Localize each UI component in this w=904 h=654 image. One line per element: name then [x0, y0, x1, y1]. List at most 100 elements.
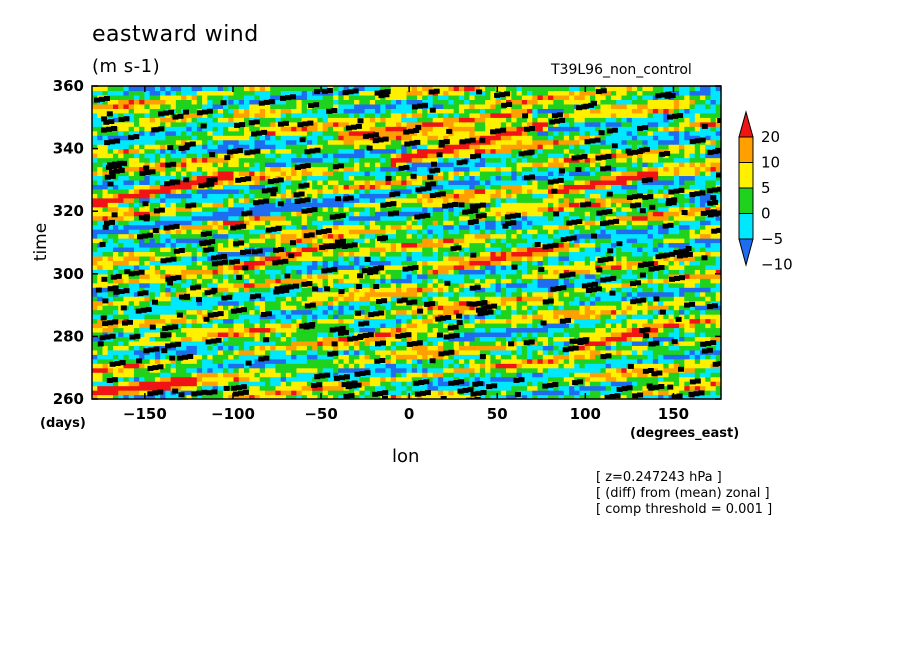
heatmap-cell: [406, 327, 413, 333]
heatmap-cell: [658, 327, 664, 333]
heatmap-cell: [710, 269, 717, 275]
heatmap-cell: [684, 309, 691, 315]
heatmap-cell: [233, 381, 240, 387]
heatmap-cell: [432, 349, 439, 355]
heatmap-cell: [191, 358, 198, 364]
heatmap-cell: [521, 318, 528, 324]
heatmap-cell: [469, 273, 476, 279]
heatmap-cell: [160, 282, 166, 288]
heatmap-cell: [285, 242, 292, 248]
heatmap-cell: [144, 331, 151, 337]
heatmap-cell: [359, 255, 366, 261]
heatmap-cell: [631, 358, 638, 364]
heatmap-cell: [133, 349, 140, 355]
heatmap-cell: [432, 336, 439, 342]
heatmap-cell: [574, 314, 581, 320]
heatmap-cell: [537, 287, 544, 293]
heatmap-cell: [616, 372, 623, 378]
heatmap-cell: [92, 287, 98, 293]
heatmap-cell: [338, 255, 345, 261]
heatmap-cell: [228, 358, 235, 364]
heatmap-cell: [306, 242, 313, 248]
heatmap-cell: [149, 296, 156, 302]
heatmap-cell: [217, 278, 224, 284]
heatmap-cell: [453, 278, 460, 284]
heatmap-cell: [369, 211, 376, 217]
heatmap-cell: [589, 327, 596, 333]
heatmap-cell: [411, 367, 418, 373]
heatmap-cell: [207, 211, 214, 217]
heatmap-cell: [285, 255, 292, 261]
heatmap-cell: [401, 255, 408, 261]
heatmap-cell: [710, 381, 717, 387]
heatmap-cell: [548, 260, 554, 266]
heatmap-cell: [254, 242, 261, 248]
heatmap-cell: [715, 376, 721, 382]
heatmap-cell: [673, 246, 680, 253]
heatmap-cell: [558, 394, 565, 399]
heatmap-cell: [359, 264, 366, 270]
heatmap-cell: [181, 340, 187, 346]
heatmap-cell: [558, 242, 565, 248]
heatmap-cell: [380, 246, 387, 253]
heatmap-cell: [233, 305, 240, 311]
heatmap-cell: [548, 349, 554, 355]
heatmap-cell: [589, 305, 596, 311]
heatmap-cell: [652, 318, 659, 324]
heatmap-cell: [422, 296, 429, 302]
heatmap-cell: [506, 264, 512, 270]
heatmap-cell: [668, 309, 675, 315]
heatmap-cell: [658, 282, 664, 288]
heatmap-cell: [207, 269, 214, 275]
heatmap-cell: [149, 394, 156, 399]
heatmap-cell: [652, 363, 659, 369]
heatmap-cell: [495, 363, 502, 369]
heatmap-cell: [202, 229, 208, 235]
heatmap-cell: [684, 287, 691, 293]
heatmap-cell: [396, 336, 402, 342]
heatmap-cell: [202, 385, 208, 391]
heatmap-cell: [139, 363, 146, 369]
heatmap-cell: [144, 340, 151, 346]
heatmap-cell: [694, 264, 701, 270]
heatmap-cell: [160, 215, 166, 221]
heatmap-cell: [301, 238, 308, 244]
heatmap-cell: [642, 242, 649, 248]
heatmap-cell: [673, 238, 680, 244]
heatmap-cell: [637, 376, 643, 382]
heatmap-cell: [306, 255, 313, 261]
heatmap-cell: [521, 314, 528, 320]
heatmap-cell: [616, 238, 623, 244]
heatmap-cell: [474, 260, 481, 266]
heatmap-cell: [249, 309, 256, 315]
heatmap-cell: [479, 349, 486, 355]
heatmap-cell: [280, 349, 287, 355]
heatmap-cell: [621, 251, 628, 257]
heatmap-cell: [139, 246, 146, 253]
heatmap-cell: [196, 238, 203, 244]
heatmap-cell: [97, 309, 104, 315]
heatmap-cell: [548, 322, 554, 329]
heatmap-cell: [175, 264, 182, 270]
heatmap-cell: [144, 251, 151, 257]
heatmap-cell: [458, 287, 465, 293]
heatmap-cell: [306, 376, 313, 382]
heatmap-cell: [369, 318, 376, 324]
heatmap-cell: [238, 318, 245, 324]
heatmap-cell: [416, 358, 423, 364]
heatmap-cell: [684, 345, 691, 351]
heatmap-cell: [658, 358, 664, 364]
heatmap-cell: [626, 255, 633, 261]
heatmap-cell: [616, 381, 623, 387]
heatmap-cell: [715, 314, 721, 320]
heatmap-cell: [254, 255, 261, 261]
heatmap-cell: [616, 376, 623, 382]
heatmap-cell: [291, 322, 298, 329]
heatmap-cell: [427, 246, 434, 253]
heatmap-cell: [223, 287, 229, 293]
heatmap-cell: [128, 296, 135, 302]
heatmap-cell: [196, 233, 203, 239]
heatmap-cell: [322, 345, 329, 351]
heatmap-cell: [223, 269, 229, 275]
